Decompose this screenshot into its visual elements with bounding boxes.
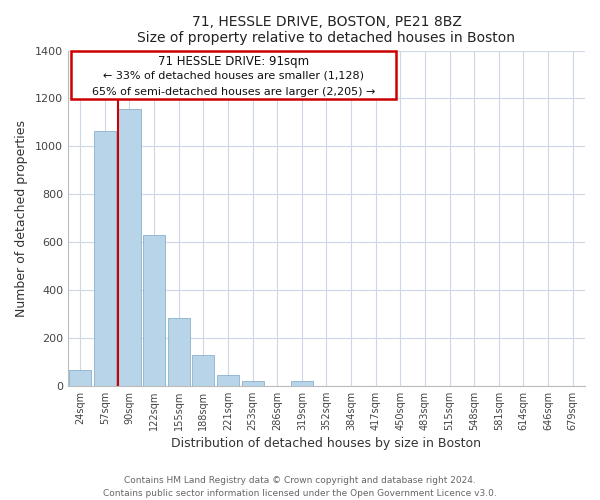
Bar	[118, 109, 140, 386]
Text: ← 33% of detached houses are smaller (1,128): ← 33% of detached houses are smaller (1,…	[103, 70, 364, 81]
Bar	[291, 381, 313, 386]
Bar	[192, 354, 214, 386]
Bar	[69, 370, 91, 386]
Text: 65% of semi-detached houses are larger (2,205) →: 65% of semi-detached houses are larger (…	[92, 86, 375, 97]
Bar	[143, 235, 165, 386]
FancyBboxPatch shape	[71, 50, 396, 99]
Bar	[217, 374, 239, 386]
Title: 71, HESSLE DRIVE, BOSTON, PE21 8BZ
Size of property relative to detached houses : 71, HESSLE DRIVE, BOSTON, PE21 8BZ Size …	[137, 15, 515, 45]
X-axis label: Distribution of detached houses by size in Boston: Distribution of detached houses by size …	[172, 437, 481, 450]
Text: 71 HESSLE DRIVE: 91sqm: 71 HESSLE DRIVE: 91sqm	[158, 54, 309, 68]
Bar	[167, 318, 190, 386]
Bar	[94, 131, 116, 386]
Y-axis label: Number of detached properties: Number of detached properties	[15, 120, 28, 316]
Bar	[242, 381, 263, 386]
Text: Contains HM Land Registry data © Crown copyright and database right 2024.
Contai: Contains HM Land Registry data © Crown c…	[103, 476, 497, 498]
